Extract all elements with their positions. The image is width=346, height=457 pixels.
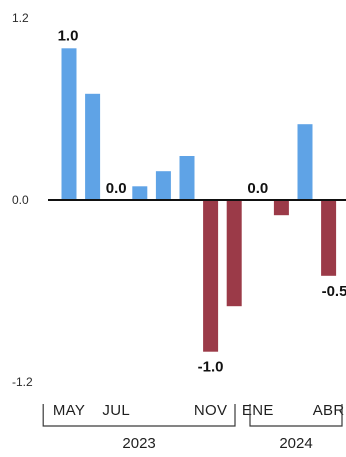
bar-dic-7 [226,200,242,307]
data-labels: 1.0 0.0 -1.0 0.0 -0.5 [58,27,346,375]
bar-mar-10 [297,124,313,200]
data-label-6: -1.0 [198,359,224,376]
x-tick-label-6: NOV [194,402,227,419]
y-axis-ticks: 1.2 0.0 -1.2 [12,11,33,389]
x-tick-label-0: MAY [53,402,85,419]
data-label-11: -0.5 [322,283,346,300]
year-groups: 2023 2024 [42,404,343,452]
year-bracket-2023 [42,404,236,427]
x-tick-label-2: JUL [102,402,130,419]
year-label-2023: 2023 [122,435,155,452]
x-tick-label-11: ABR [313,402,345,419]
data-label-8: 0.0 [247,180,268,197]
bar-nov-6 [203,200,219,352]
x-tick-label-8: ENE [242,402,274,419]
y-tick-label: -1.2 [12,375,33,389]
bar-sep-4 [155,171,171,200]
bar-may-0 [61,48,77,200]
y-tick-label: 1.2 [12,11,29,25]
bar-oct-5 [179,156,195,200]
data-label-0: 1.0 [58,27,79,44]
bar-abr-11 [321,200,337,276]
year-label-2024: 2024 [279,435,312,452]
category-labels: MAY JUL NOV ENE ABR [53,402,345,419]
data-label-2: 0.0 [106,180,127,197]
y-tick-label: 0.0 [12,193,29,207]
bars-layer [61,48,337,352]
bar-jun-1 [85,93,101,200]
year-bracket-2024 [249,404,343,427]
bar-ago-3 [132,186,148,200]
bar-feb-9 [273,200,289,216]
